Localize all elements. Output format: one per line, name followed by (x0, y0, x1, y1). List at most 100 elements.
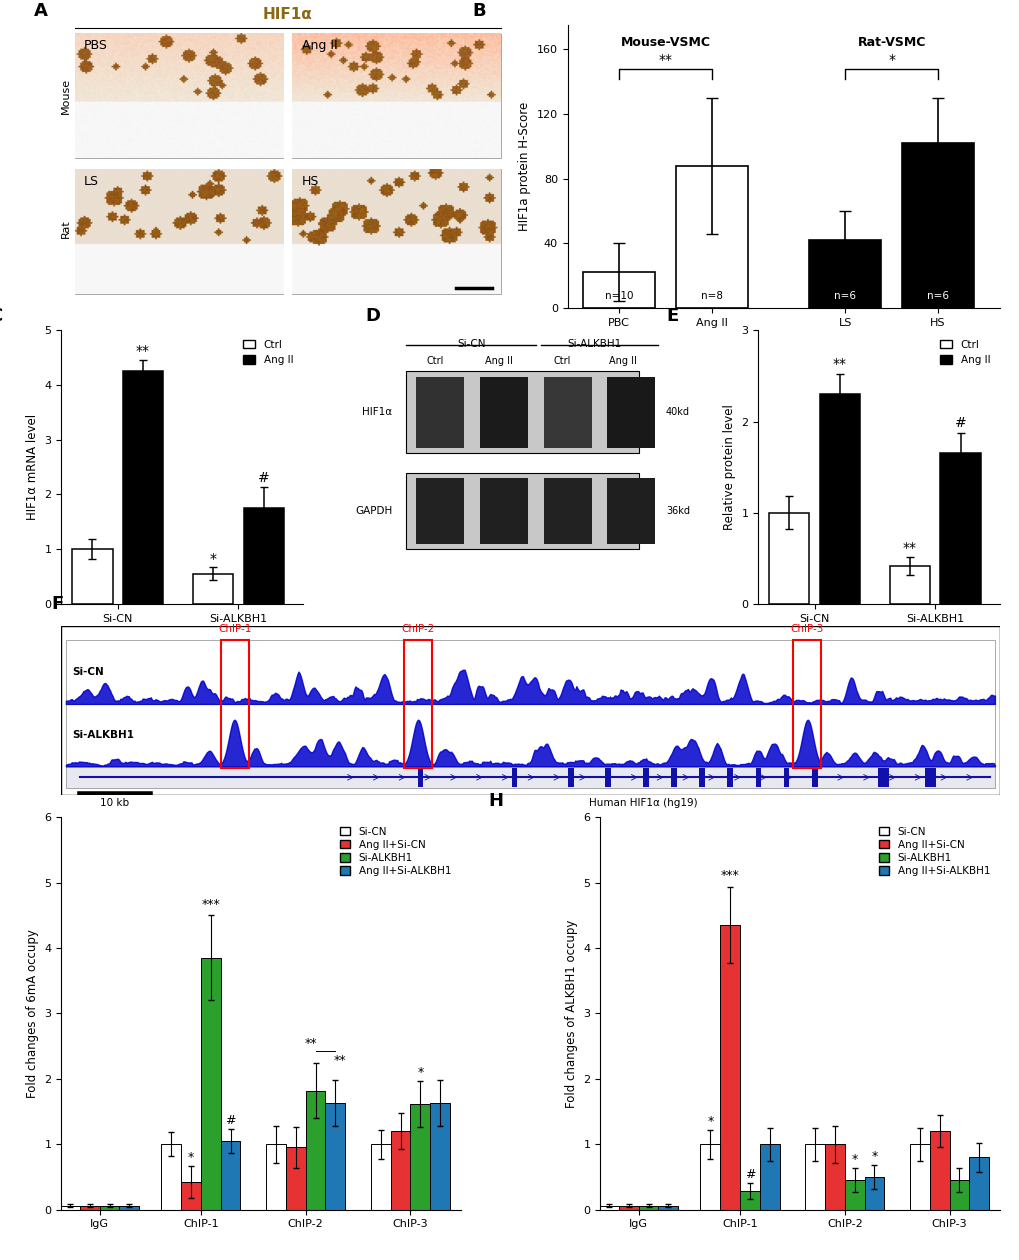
Text: Rat: Rat (61, 219, 70, 238)
Y-axis label: Relative protein level: Relative protein level (722, 404, 735, 530)
Text: **: ** (136, 344, 150, 358)
Bar (100, 1206, 119, 1210)
Bar (804, 1144, 824, 1210)
Bar (72, 549, 112, 604)
Text: LS: LS (84, 175, 99, 188)
Text: H: H (488, 791, 503, 809)
Text: Rat-VSMC: Rat-VSMC (857, 37, 925, 49)
Text: C: C (0, 307, 2, 325)
Bar (266, 1144, 285, 1210)
Bar (430, 1102, 449, 1210)
Text: Si-CN: Si-CN (458, 339, 486, 349)
Text: #: # (954, 416, 966, 430)
Text: Ctrl: Ctrl (426, 357, 443, 367)
Text: #: # (744, 1168, 754, 1181)
Bar (642, 769, 648, 786)
Bar (60, 1206, 79, 1210)
Text: ***: *** (720, 869, 739, 882)
Bar (285, 1148, 306, 1210)
Bar (406, 372, 639, 454)
Bar (181, 1182, 201, 1210)
Bar (480, 478, 527, 544)
Legend: Ctrl, Ang II: Ctrl, Ang II (238, 335, 298, 369)
Bar (700, 1144, 719, 1210)
Bar (638, 1206, 658, 1210)
Bar (671, 769, 677, 786)
Bar (940, 454, 980, 604)
Bar (598, 1206, 619, 1210)
Text: *: * (417, 1066, 423, 1079)
Text: n=8: n=8 (700, 291, 722, 301)
Bar (74, 34, 283, 158)
Bar (244, 508, 283, 604)
Bar (844, 1181, 864, 1210)
Text: Si-CN: Si-CN (72, 667, 104, 677)
Text: Human HIF1α (hg19): Human HIF1α (hg19) (588, 799, 697, 809)
Bar (607, 478, 654, 544)
Bar (512, 769, 517, 786)
Bar (923, 769, 934, 786)
Text: *: * (187, 1150, 194, 1163)
Text: *: * (870, 1150, 876, 1163)
Bar (811, 769, 817, 786)
Bar (583, 272, 654, 307)
Bar (416, 377, 464, 449)
Text: *: * (210, 552, 216, 567)
Bar (901, 144, 973, 307)
Bar (119, 1206, 139, 1210)
Bar (79, 1206, 100, 1210)
Text: Ang II: Ang II (608, 357, 637, 367)
Bar (864, 1177, 883, 1210)
Legend: Si-CN, Ang II+Si-CN, Si-ALKBH1, Ang II+Si-ALKBH1: Si-CN, Ang II+Si-CN, Si-ALKBH1, Ang II+S… (335, 823, 454, 881)
Legend: Si-CN, Ang II+Si-CN, Si-ALKBH1, Ang II+Si-ALKBH1: Si-CN, Ang II+Si-CN, Si-ALKBH1, Ang II+S… (874, 823, 994, 881)
Text: HS: HS (302, 175, 319, 188)
Text: ChIP-2: ChIP-2 (400, 624, 434, 634)
Text: **: ** (658, 53, 672, 67)
Bar (201, 958, 220, 1210)
Bar (949, 1181, 968, 1210)
Bar (793, 640, 820, 769)
Text: E: E (665, 307, 678, 325)
Text: 10 kb: 10 kb (100, 799, 129, 809)
Y-axis label: Fold changes of 6mA occupy: Fold changes of 6mA occupy (25, 929, 39, 1097)
Bar (783, 769, 789, 786)
Bar (768, 513, 809, 604)
Bar (719, 925, 739, 1210)
Text: Si-ALKBH1: Si-ALKBH1 (72, 730, 135, 740)
Text: ***: *** (201, 897, 220, 911)
Bar (876, 769, 888, 786)
Bar (418, 769, 423, 786)
Text: #: # (258, 471, 269, 485)
Y-axis label: HIF1α mRNA level: HIF1α mRNA level (25, 415, 39, 520)
Bar (74, 169, 283, 294)
Text: HIF1α: HIF1α (263, 8, 313, 23)
Bar (220, 1142, 240, 1210)
Bar (416, 478, 464, 544)
Bar (658, 1206, 678, 1210)
Bar (410, 1104, 430, 1210)
Bar (292, 34, 500, 158)
Bar (404, 640, 431, 769)
Bar (568, 769, 573, 786)
Text: 40kd: 40kd (665, 407, 689, 417)
Bar (607, 377, 654, 449)
Text: ChIP-1: ChIP-1 (218, 624, 252, 634)
Text: **: ** (333, 1053, 345, 1067)
Bar (909, 1144, 929, 1210)
Text: Mouse: Mouse (61, 78, 70, 113)
Bar (122, 372, 163, 604)
Bar (66, 640, 994, 704)
Text: Mouse-VSMC: Mouse-VSMC (620, 37, 710, 49)
Text: D: D (366, 307, 380, 325)
Bar (220, 640, 249, 769)
Bar (809, 241, 880, 307)
Text: *: * (706, 1115, 712, 1128)
Bar (824, 1144, 844, 1210)
Text: **: ** (305, 1037, 317, 1050)
Bar (371, 1144, 390, 1210)
Bar (727, 769, 733, 786)
Bar (759, 1144, 779, 1210)
Y-axis label: HIF1a protein H-Score: HIF1a protein H-Score (518, 102, 531, 231)
Text: Si-ALKBH1: Si-ALKBH1 (567, 339, 621, 349)
Bar (325, 1102, 344, 1210)
